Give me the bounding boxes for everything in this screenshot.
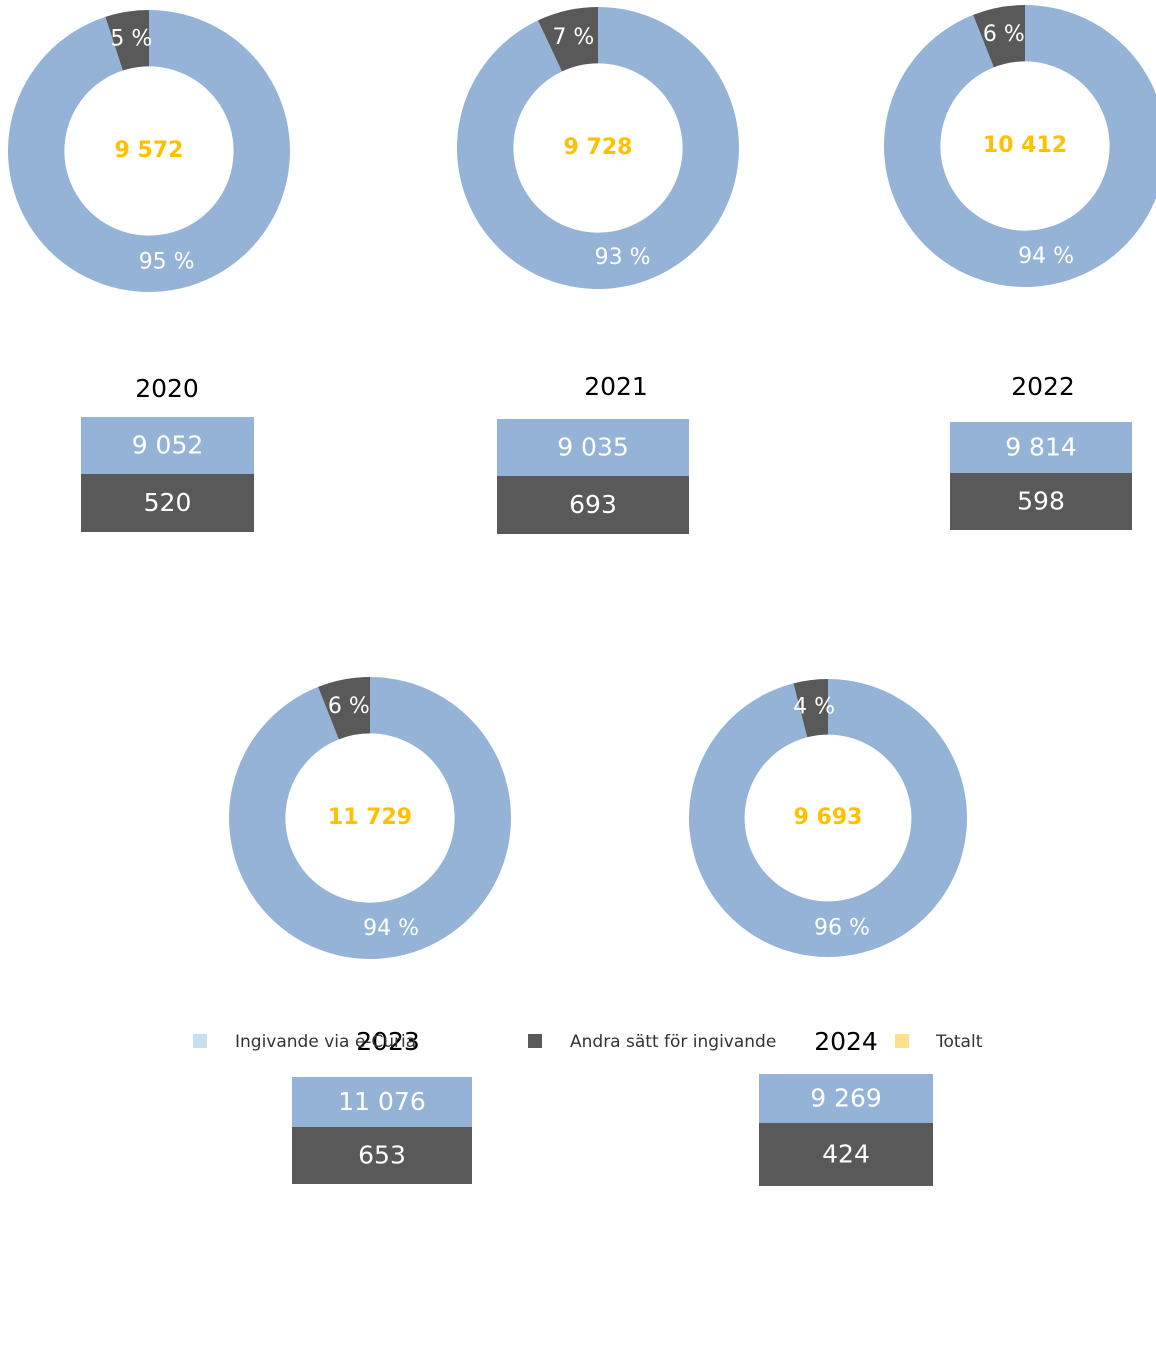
count-box [759, 1074, 933, 1123]
slice-label: 94 % [363, 916, 419, 941]
year-label: 2023 [356, 1027, 420, 1056]
count-box [292, 1077, 472, 1127]
legend-swatch [193, 1034, 207, 1048]
total-label: 9 728 [564, 135, 633, 160]
donut-slice [793, 679, 828, 738]
legend-label: Andra sätt för ingivande [570, 1032, 776, 1052]
total-label: 9 572 [115, 138, 184, 163]
donut-slice [689, 679, 968, 958]
donut-slice [973, 5, 1025, 68]
count-label: 9 052 [132, 431, 204, 460]
count-label: 11 076 [338, 1087, 425, 1116]
total-label: 10 412 [983, 133, 1067, 158]
count-box [292, 1127, 472, 1184]
count-label: 598 [1017, 487, 1065, 516]
year-label: 2020 [135, 374, 199, 403]
count-label: 520 [144, 488, 192, 517]
legend-label: Ingivande via e-Curia [235, 1032, 416, 1052]
legend-swatch [528, 1034, 542, 1048]
donut-slice [105, 10, 149, 71]
total-label: 9 693 [794, 805, 863, 830]
slice-label: 4 % [793, 695, 835, 720]
donut-slice [7, 10, 291, 292]
year-label: 2024 [814, 1027, 878, 1056]
total-label: 11 729 [328, 805, 412, 830]
count-box [81, 417, 254, 474]
year-label: 2022 [1011, 372, 1075, 401]
count-box [81, 474, 254, 532]
count-label: 9 269 [810, 1084, 882, 1113]
count-label: 693 [569, 490, 617, 519]
donut-slice [884, 5, 1156, 287]
count-label: 9 814 [1005, 433, 1077, 462]
donut-slice [318, 677, 370, 740]
slice-label: 95 % [139, 249, 195, 274]
donut-slice [456, 7, 739, 289]
slice-label: 6 % [983, 22, 1025, 47]
count-box [497, 476, 689, 534]
donut-slice [228, 677, 511, 959]
slice-label: 7 % [552, 25, 594, 50]
slice-label: 6 % [328, 694, 370, 719]
donut-slice [537, 7, 598, 72]
count-box [950, 422, 1132, 473]
slice-label: 93 % [595, 245, 651, 270]
count-label: 9 035 [557, 433, 629, 462]
count-label: 424 [822, 1140, 870, 1169]
count-box [950, 473, 1132, 530]
slice-label: 94 % [1018, 244, 1074, 269]
slice-label: 5 % [110, 27, 152, 52]
legend-swatch [895, 1034, 909, 1048]
legend-label: Totalt [935, 1032, 983, 1052]
slice-label: 96 % [814, 915, 870, 940]
count-box [497, 419, 689, 476]
count-box [759, 1123, 933, 1186]
year-label: 2021 [584, 372, 648, 401]
count-label: 653 [358, 1141, 406, 1170]
